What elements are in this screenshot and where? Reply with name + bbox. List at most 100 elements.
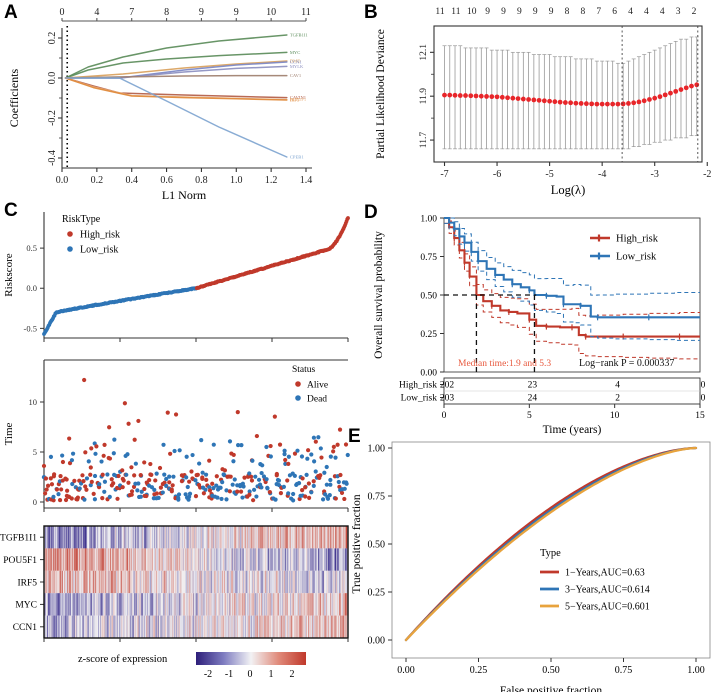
panel-c-heatmap-cell: [181, 615, 183, 638]
panel-c-time-point: [214, 474, 219, 479]
panel-c-heatmap-cell: [159, 593, 161, 616]
panel-c-heatmap-cell: [217, 593, 219, 616]
panel-c-heatmap-cell: [291, 615, 293, 638]
panel-c-heatmap-cell: [44, 570, 46, 594]
panel-d-risk-table-cell: 0: [701, 381, 706, 391]
panel-b-x-tick-label: -6: [493, 169, 501, 180]
panel-c-heatmap-cell: [248, 615, 251, 638]
panel-c-heatmap-cell: [196, 548, 198, 571]
panel-c-heatmap-cell: [120, 593, 122, 616]
panel-c-time-point: [183, 492, 188, 497]
panel-c-risk-y-tick-label: -0.5: [24, 323, 37, 333]
panel-c-heatmap-cell: [180, 593, 182, 616]
panel-c-heatmap-cell: [149, 526, 151, 549]
panel-c-heatmap-cell: [311, 570, 314, 594]
panel-c-heatmap-cell: [113, 570, 115, 594]
panel-c-heatmap-cell: [106, 593, 108, 616]
panel-c-heatmap-cell: [149, 615, 151, 638]
panel-c-heatmap-cell: [84, 548, 86, 571]
panel-c-heatmap-cell: [57, 615, 59, 638]
panel-c-heatmap-cell: [335, 548, 337, 571]
panel-c-heatmap-cell: [307, 548, 309, 571]
panel-c-heatmap-cell: [144, 593, 146, 616]
panel-c-time-point: [48, 476, 53, 481]
panel-c-heatmap-cell: [182, 526, 184, 549]
panel-c-heatmap-cell: [166, 570, 168, 594]
panel-c-heatmap-cell: [230, 570, 233, 594]
panel-b-data-point: [589, 101, 595, 107]
panel-c-time-point: [126, 480, 131, 485]
panel-c-time-point: [231, 459, 236, 464]
panel-c-heatmap-cell: [53, 526, 55, 549]
panel-c-heatmap-cell: [290, 526, 293, 549]
panel-c-heatmap-cell: [248, 526, 250, 549]
panel-c-heatmap-cell: [185, 570, 187, 594]
panel-c-heatmap-cell: [311, 526, 313, 549]
panel-c-heatmap-cell: [83, 548, 85, 571]
panel-b-data-point: [552, 99, 558, 105]
panel-c-time-point: [59, 487, 64, 492]
panel-c-heatmap-cell: [194, 526, 196, 549]
panel-c-heatmap-cell: [103, 570, 105, 594]
panel-c-heatmap-cell: [269, 526, 272, 549]
panel-c-heatmap-cell: [191, 526, 193, 549]
panel-c-heatmap-cell: [139, 548, 141, 571]
panel-c-heatmap-cell: [114, 526, 116, 549]
panel-c-heatmap-cell: [329, 615, 331, 638]
panel-c-heatmap-cell: [265, 548, 267, 571]
panel-c-heatmap-cell: [116, 615, 118, 638]
panel-c-heatmap-cell: [341, 570, 344, 594]
panel-c-heatmap-cell: [194, 570, 196, 594]
panel-c-risk-legend-swatch: [67, 231, 73, 237]
panel-c-heatmap-cell: [251, 548, 254, 571]
panel-c-heatmap-cell: [329, 570, 332, 594]
panel-c-heatmap-cell: [323, 548, 325, 571]
panel-d-ci-lower: [444, 222, 700, 341]
panel-c-heatmap-cell: [156, 526, 158, 549]
panel-b-top-tick-label: 7: [596, 7, 601, 17]
panel-c-heatmap-cell: [152, 526, 154, 549]
panel-c-heatmap-cell: [326, 593, 328, 616]
panel-c-colorbar-tick-label: 2: [290, 669, 295, 680]
panel-c-heatmap-cell: [134, 615, 136, 638]
panel-c-heatmap-cell: [135, 615, 137, 638]
panel-c-heatmap-cell: [167, 548, 169, 571]
panel-c-heatmap-cell: [279, 526, 281, 549]
panel-c-heatmap-cell: [77, 615, 79, 638]
panel-c-heatmap-cell: [211, 615, 213, 638]
panel-c-heatmap-cell: [214, 570, 216, 594]
panel-c-heatmap-cell: [76, 526, 78, 549]
panel-c-heatmap-cell: [164, 548, 166, 571]
panel-c-heatmap-cell: [269, 548, 272, 571]
panel-c-heatmap-cell: [296, 615, 299, 638]
panel-d-risk-table-row-label: High_risk: [399, 381, 437, 391]
panel-c-heatmap-cell: [44, 526, 46, 549]
panel-c-heatmap-cell: [278, 548, 281, 571]
panel-c-time-point: [100, 496, 105, 501]
panel-c-time-point: [247, 492, 252, 497]
panel-c-heatmap-cell: [129, 593, 131, 616]
panel-c-heatmap-cell: [219, 526, 221, 549]
panel-c-time-point: [176, 497, 181, 502]
panel-c-heatmap-cell: [95, 615, 97, 638]
panel-c-time-point: [122, 401, 127, 406]
panel-c-heatmap-cell: [121, 548, 123, 571]
panel-c-heatmap-cell: [137, 570, 139, 594]
panel-c-heatmap-cell: [143, 570, 145, 594]
panel-c-heatmap-cell: [237, 548, 239, 571]
panel-c-heatmap-cell: [132, 526, 134, 549]
panel-c-heatmap-cell: [246, 593, 248, 616]
panel-c-heatmap-cell: [230, 548, 232, 571]
panel-c-heatmap-cell: [231, 593, 233, 616]
panel-c-heatmap-cell: [213, 593, 215, 616]
panel-c-time-point: [238, 484, 243, 489]
panel-c-heatmap-cell: [270, 548, 272, 571]
panel-c-heatmap-cell: [84, 526, 86, 549]
panel-c-heatmap-cell: [87, 526, 89, 549]
panel-c-heatmap-cell: [209, 570, 211, 594]
panel-c-heatmap-cell: [296, 548, 298, 571]
panel-c-heatmap-cell: [185, 593, 187, 616]
panel-c-heatmap-cell: [329, 526, 331, 549]
panel-c-time-point: [132, 473, 137, 478]
panel-c-heatmap-cell: [241, 615, 243, 638]
